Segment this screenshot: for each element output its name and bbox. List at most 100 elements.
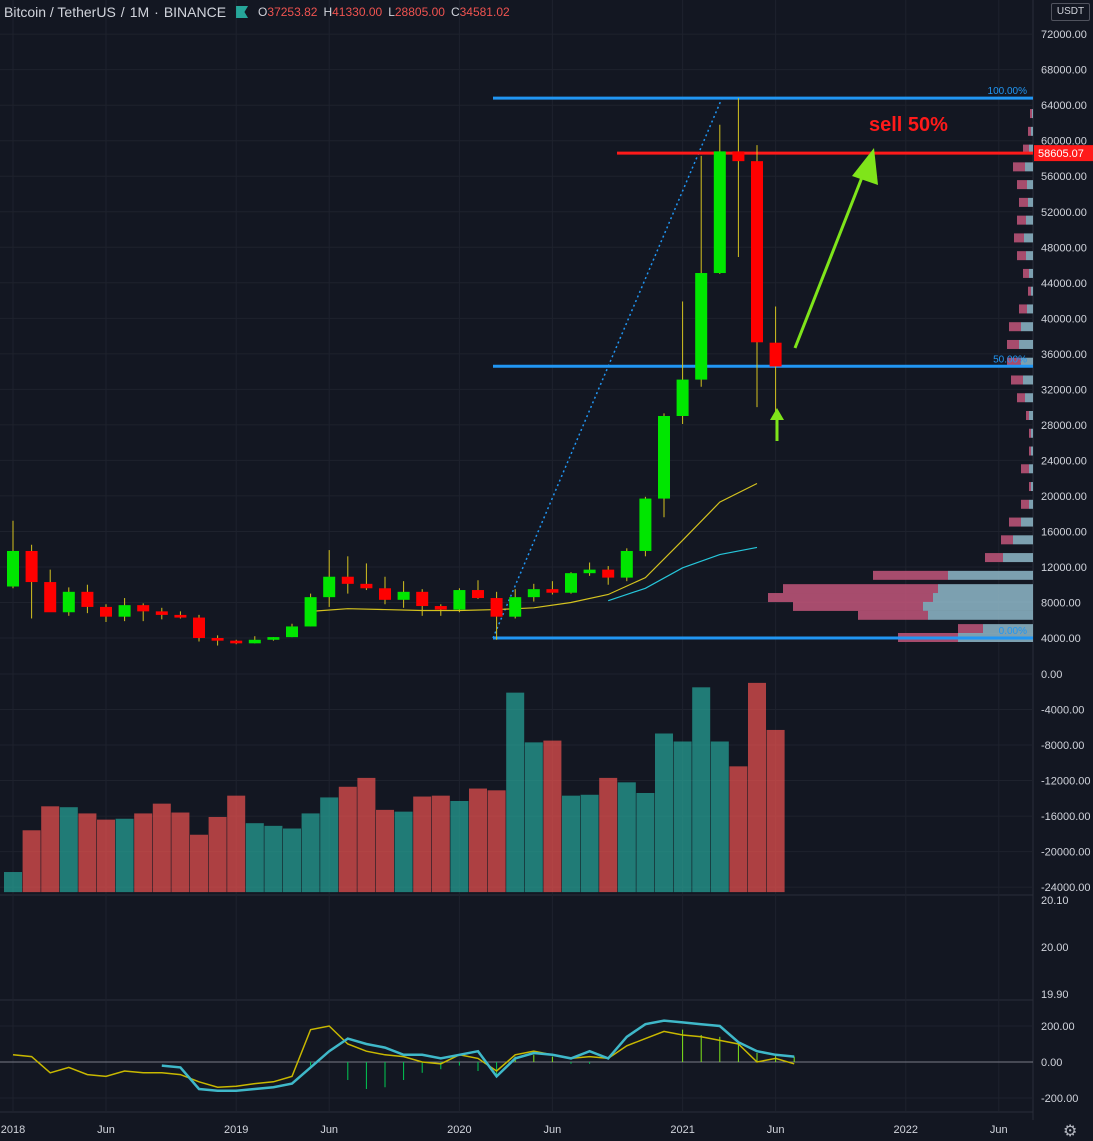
candle-body [565,573,577,593]
candle-body [676,379,689,416]
candle-body [360,583,373,589]
volume-tick-label: -4000.00 [1041,705,1084,717]
volume-profile-up-bar [1026,251,1033,261]
candle-body [304,597,317,627]
volume-profile-down-bar [793,601,923,611]
volume-bar [394,811,413,893]
volume-profile-up-bar [1029,144,1033,154]
volume-profile-up-bar [928,610,1033,620]
candle-body [248,639,261,644]
symbol-name[interactable]: Bitcoin / TetherUS [4,4,116,20]
volume-bar [487,790,506,893]
volume-profile-down-bar [873,570,948,580]
volume-bar [134,813,153,893]
volume-bar [97,819,115,893]
candle-body [137,605,150,612]
candle-body [751,161,763,343]
indicator-tick-label: 20.10 [1041,895,1069,907]
volume-bar [227,795,246,893]
macd-signal-line [12,1025,795,1088]
candle-body [732,151,745,162]
interval-label[interactable]: 1M [129,4,150,20]
candle-body [44,582,57,613]
volume-profile-up-bar [1029,411,1033,420]
volume-profile-up-bar [938,584,1033,594]
ma-slow-line [310,482,758,612]
candle-body [118,605,131,617]
volume-tick-label: 0.00 [1041,669,1062,681]
volume-bar [4,872,22,893]
price-tick-label: 16000.00 [1041,526,1087,538]
volume-profile-up-bar [1031,428,1033,438]
candle-body [453,590,466,610]
candle-body [230,640,243,644]
ma-fast-line [608,546,758,602]
volume-tick-label: -8000.00 [1041,740,1084,752]
candle-body [81,591,94,607]
volume-bar [264,825,283,893]
volume-profile-up-bar [923,601,1033,611]
volume-profile-up-bar [1021,517,1033,527]
volume-profile-up-bar [1023,375,1033,385]
volume-profile-down-bar [1011,375,1023,385]
time-tick-label: 2022 [894,1124,918,1136]
fib-level-label: 50.00% [993,354,1027,365]
volume-bar [543,740,562,893]
time-tick-label: 2019 [224,1124,248,1136]
volume-profile-down-bar [1017,180,1027,190]
price-tick-label: 40000.00 [1041,313,1087,325]
volume-bar [171,812,190,893]
volume-profile-down-bar [1007,339,1019,349]
gear-icon[interactable]: ⚙ [1063,1123,1078,1140]
volume-profile-up-bar [1013,535,1033,545]
volume-profile-up-bar [1025,162,1033,172]
volume-profile-up-bar [1024,233,1033,243]
time-tick-label: 2021 [670,1124,694,1136]
candle-body [211,638,224,641]
buy-arrowhead [770,408,784,420]
volume-bar [450,800,469,893]
time-tick-label: Jun [320,1124,338,1136]
volume-tick-label: -16000.00 [1041,811,1091,823]
price-tick-label: 36000.00 [1041,349,1087,361]
currency-button[interactable]: USDT [1051,3,1090,21]
volume-bar [376,809,394,893]
volume-profile-up-bar [1021,357,1033,367]
fib-level-label: 100.00% [988,86,1028,97]
candle-body [25,550,38,583]
volume-profile-down-bar [1001,535,1013,545]
price-tick-label: 48000.00 [1041,242,1087,254]
volume-bar [636,792,655,893]
volume-profile-down-bar [1007,357,1021,367]
volume-profile-up-bar [948,570,1033,580]
flag-icon[interactable] [236,6,249,18]
macd-tick-label: -200.00 [1041,1093,1078,1105]
candle-body [527,589,540,598]
volume-profile-up-bar [1029,499,1033,509]
volume-profile-down-bar [1009,517,1021,527]
volume-bar [506,692,525,893]
volume-bar [41,806,60,893]
macd-tick-label: 0.00 [1041,1057,1062,1069]
sell-target-arrow [793,161,870,349]
sell-annotation: sell 50% [869,114,948,136]
volume-profile-up-bar [933,593,1033,603]
candle-body [769,342,782,367]
volume-profile-down-bar [1017,251,1026,261]
time-tick-label: Jun [544,1124,562,1136]
volume-profile-up-bar [1029,464,1033,474]
candle-body [416,591,429,607]
volume-profile-up-bar [983,624,1033,634]
volume-bar [59,807,78,893]
volume-profile-up-bar [1029,268,1033,278]
volume-profile-up-bar [1031,126,1033,136]
volume-tick-label: -12000.00 [1041,776,1091,788]
time-tick-label: 2020 [447,1124,471,1136]
symbol-legend: Bitcoin / TetherUS / 1M · BINANCE O37253… [4,4,510,20]
volume-profile-down-bar [1021,499,1029,509]
open-value: O37253.82 [258,5,318,19]
volume-profile-up-bar [1032,109,1033,119]
volume-profile-down-bar [985,553,1003,563]
macd-line [161,1019,795,1093]
